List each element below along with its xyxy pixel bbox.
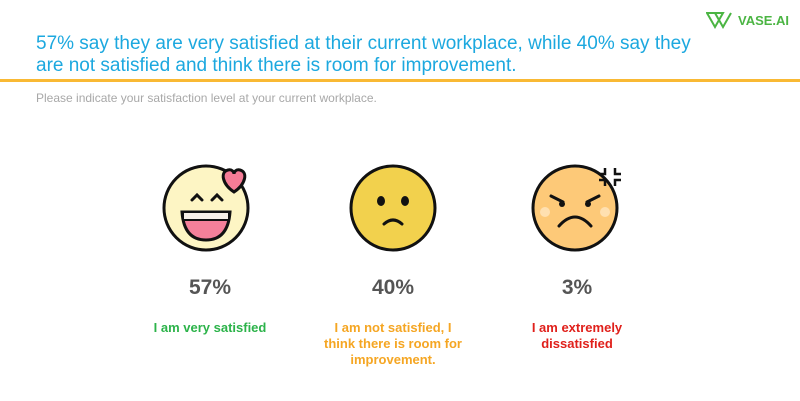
result-label: I am very satisfied — [153, 320, 267, 335]
percent-value: 3% — [561, 276, 593, 299]
sad-face-icon — [349, 164, 437, 252]
result-label: I am not satisfied, I think there is roo… — [324, 320, 462, 367]
percent-value: 57% — [188, 276, 232, 299]
result-extremely-dissatisfied: 3% I am extremely dissatisfied — [477, 160, 677, 352]
result-not-satisfied: 40% I am not satisfied, I think there is… — [293, 160, 493, 368]
heart-eyes-smile-icon — [162, 164, 250, 252]
angry-face-icon — [531, 164, 621, 252]
logo: VASE.AI — [706, 11, 789, 29]
page-title: 57% say they are very satisfied at their… — [36, 33, 691, 76]
divider — [0, 79, 800, 82]
result-very-satisfied: 57% I am very satisfied — [110, 160, 310, 336]
percent-value: 40% — [371, 276, 415, 299]
vase-logo-icon — [706, 12, 732, 29]
question-text: Please indicate your satisfaction level … — [36, 91, 377, 105]
result-label: I am extremely dissatisfied — [531, 320, 623, 351]
logo-text: VASE.AI — [738, 12, 790, 28]
